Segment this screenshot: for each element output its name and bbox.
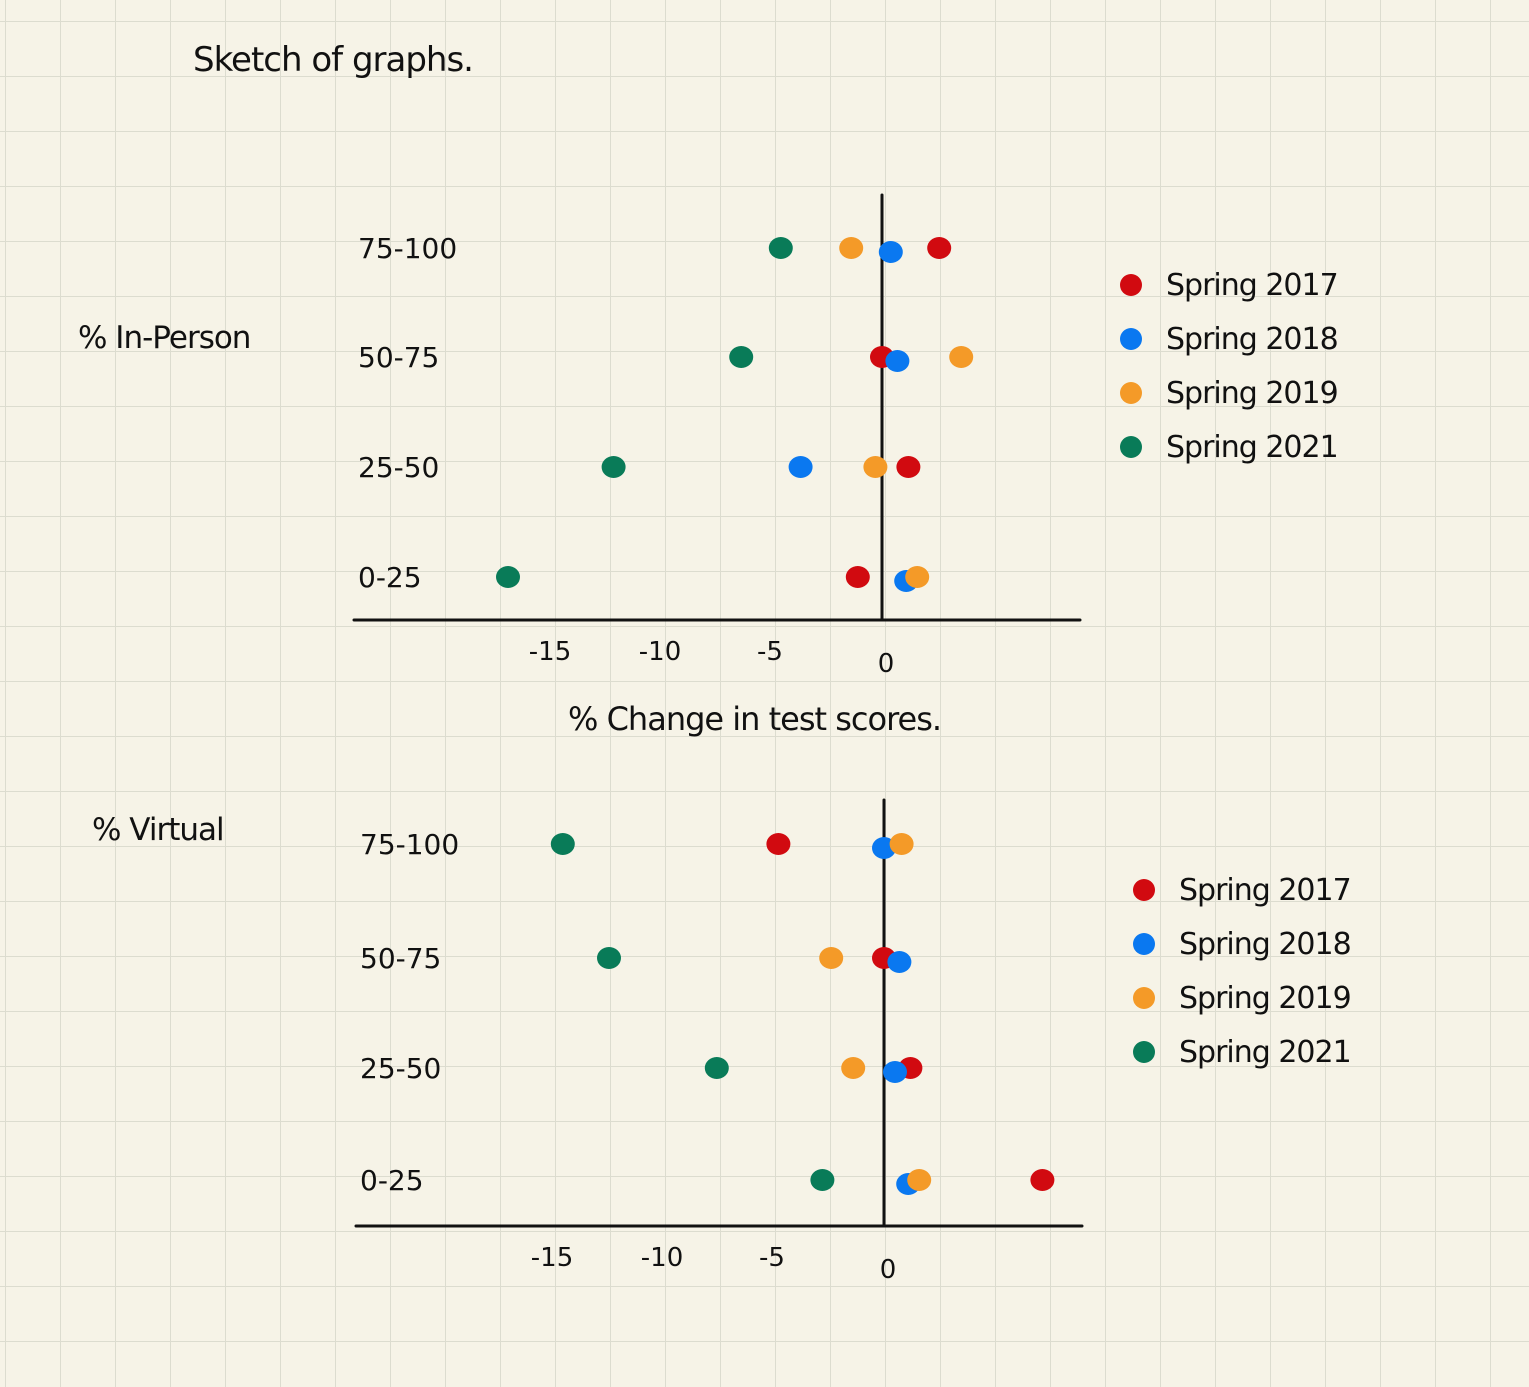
category-label-top: 50-75 bbox=[358, 341, 439, 374]
legend-swatch bbox=[1120, 382, 1142, 404]
data-point-spring-2019 bbox=[863, 456, 888, 478]
x-tick-label-top: 0 bbox=[878, 649, 895, 679]
data-point-spring-2021 bbox=[768, 237, 793, 259]
x-tick-label-top: -5 bbox=[757, 637, 783, 667]
legend-swatch bbox=[1133, 987, 1155, 1009]
legend-item: Spring 2018 bbox=[1120, 312, 1339, 366]
legend-item: Spring 2021 bbox=[1133, 1025, 1352, 1079]
legend-item: Spring 2017 bbox=[1120, 258, 1339, 312]
data-point-spring-2021 bbox=[704, 1057, 729, 1079]
legend-item: Spring 2017 bbox=[1133, 863, 1352, 917]
category-label-bottom: 50-75 bbox=[360, 942, 441, 975]
category-label-bottom: 75-100 bbox=[360, 828, 459, 861]
legend-label: Spring 2019 bbox=[1179, 980, 1352, 1016]
data-point-spring-2019 bbox=[905, 566, 930, 588]
legend-label: Spring 2021 bbox=[1166, 429, 1339, 465]
data-point-spring-2019 bbox=[889, 833, 914, 855]
legend-item: Spring 2019 bbox=[1133, 971, 1352, 1025]
data-point-spring-2021 bbox=[550, 833, 575, 855]
x-tick-label-bottom: -5 bbox=[759, 1243, 785, 1273]
x-tick-label-top: -15 bbox=[529, 637, 571, 667]
legend-swatch bbox=[1120, 328, 1142, 350]
data-point-spring-2021 bbox=[729, 346, 754, 368]
legend-swatch bbox=[1133, 879, 1155, 901]
x-axis-title: % Change in test scores. bbox=[568, 700, 942, 738]
legend-label: Spring 2017 bbox=[1166, 267, 1339, 303]
data-point-spring-2017 bbox=[845, 566, 870, 588]
data-point-spring-2018 bbox=[883, 1061, 907, 1083]
x-tick-label-bottom: -15 bbox=[531, 1243, 573, 1273]
data-point-spring-2021 bbox=[601, 456, 626, 478]
data-point-spring-2019 bbox=[907, 1169, 932, 1191]
legend-swatch bbox=[1133, 933, 1155, 955]
legend-swatch bbox=[1120, 436, 1142, 458]
category-label-top: 75-100 bbox=[358, 232, 457, 265]
category-label-bottom: 0-25 bbox=[360, 1164, 424, 1197]
x-tick-label-bottom: 0 bbox=[880, 1255, 897, 1285]
data-point-spring-2017 bbox=[1030, 1169, 1055, 1191]
legend-swatch bbox=[1120, 274, 1142, 296]
data-point-spring-2019 bbox=[839, 237, 864, 259]
data-point-spring-2019 bbox=[819, 947, 844, 969]
x-tick-label-bottom: -10 bbox=[641, 1243, 683, 1273]
y-axis-title-in-person: % In-Person bbox=[78, 320, 251, 356]
data-point-spring-2021 bbox=[810, 1169, 835, 1191]
data-point-spring-2021 bbox=[496, 566, 520, 588]
legend-item: Spring 2018 bbox=[1133, 917, 1352, 971]
category-label-top: 25-50 bbox=[358, 451, 439, 484]
legend-item: Spring 2021 bbox=[1120, 420, 1339, 474]
data-point-spring-2017 bbox=[927, 237, 952, 259]
y-axis-title-virtual: % Virtual bbox=[92, 812, 225, 848]
legend-top: Spring 2017 Spring 2018 Spring 2019 Spring … bbox=[1120, 258, 1339, 474]
legend-label: Spring 2018 bbox=[1179, 926, 1352, 962]
x-tick-label-top: -10 bbox=[639, 637, 681, 667]
data-point-spring-2018 bbox=[878, 241, 903, 263]
category-label-top: 0-25 bbox=[358, 561, 422, 594]
data-point-spring-2017 bbox=[896, 456, 921, 478]
data-point-spring-2019 bbox=[841, 1057, 866, 1079]
data-point-spring-2018 bbox=[887, 951, 912, 973]
data-point-spring-2018 bbox=[788, 456, 813, 478]
category-label-bottom: 25-50 bbox=[360, 1052, 441, 1085]
legend-label: Spring 2019 bbox=[1166, 375, 1339, 411]
legend-label: Spring 2018 bbox=[1166, 321, 1339, 357]
page-title: Sketch of graphs. bbox=[193, 40, 474, 80]
data-point-spring-2019 bbox=[949, 346, 974, 368]
legend-bottom: Spring 2017 Spring 2018 Spring 2019 Spring … bbox=[1133, 863, 1352, 1079]
data-point-spring-2017 bbox=[766, 833, 791, 855]
legend-label: Spring 2017 bbox=[1179, 872, 1352, 908]
legend-item: Spring 2019 bbox=[1120, 366, 1339, 420]
legend-swatch bbox=[1133, 1041, 1155, 1063]
data-point-spring-2018 bbox=[885, 350, 910, 372]
legend-label: Spring 2021 bbox=[1179, 1034, 1352, 1070]
data-point-spring-2021 bbox=[597, 947, 621, 969]
